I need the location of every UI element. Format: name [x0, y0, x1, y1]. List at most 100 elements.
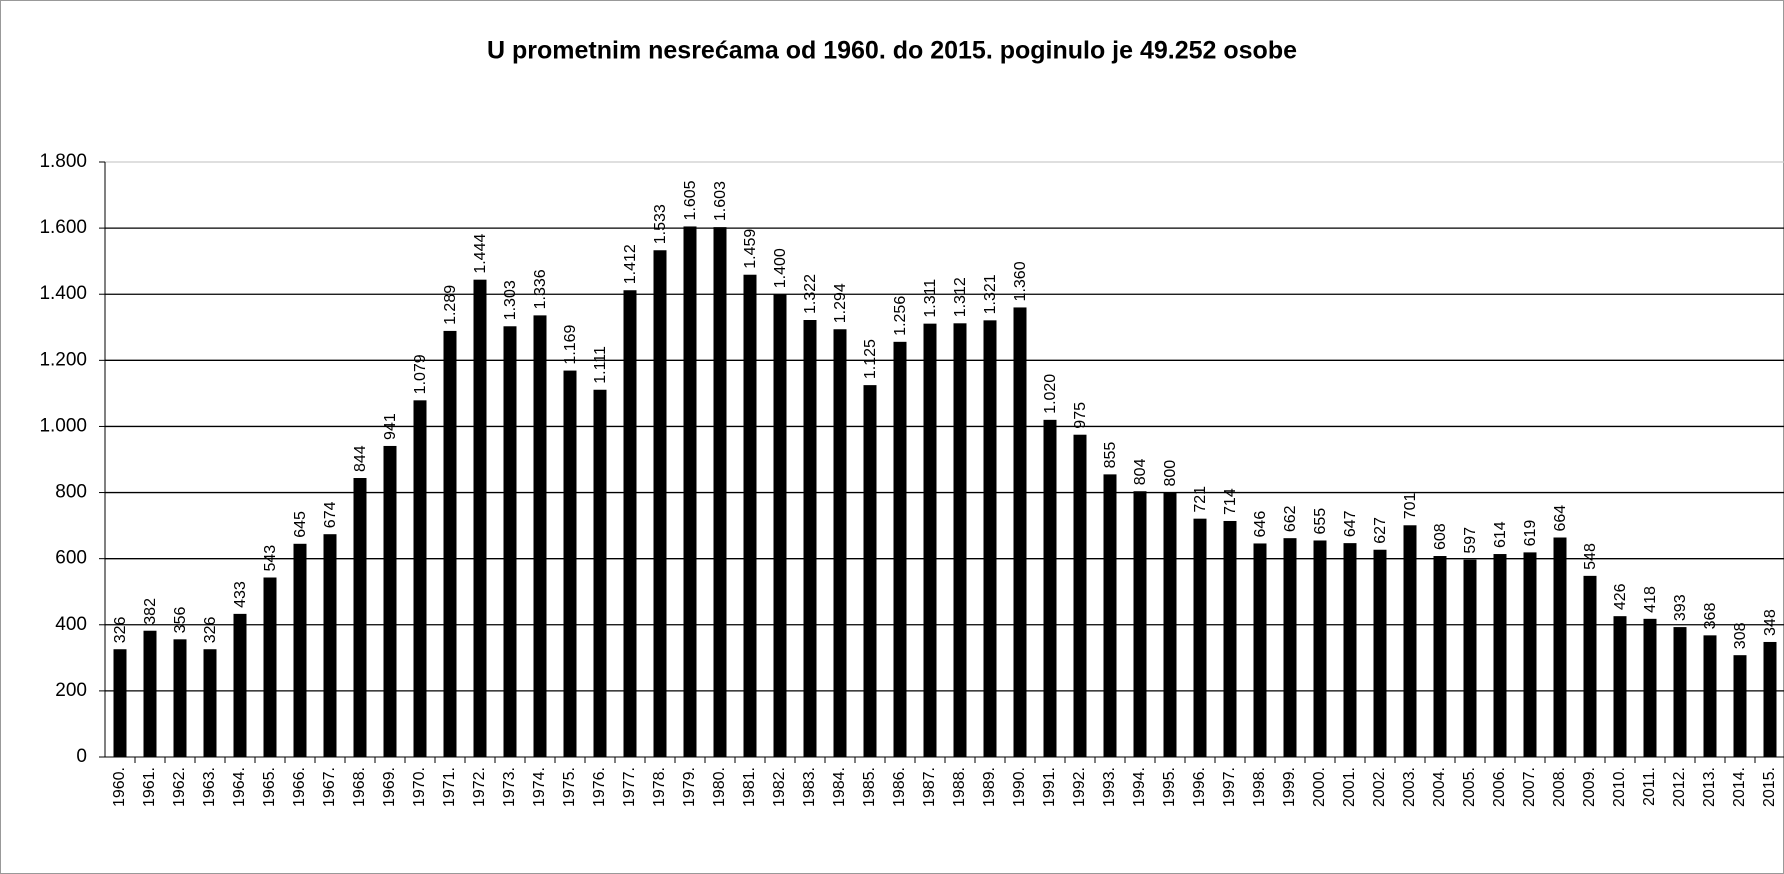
x-tick-label: 1979. — [681, 767, 698, 807]
bar — [863, 385, 877, 757]
chart-title: U prometnim nesrećama od 1960. do 2015. … — [487, 37, 1297, 65]
x-tick-label: 1996. — [1191, 767, 1208, 807]
value-label: 800 — [1162, 460, 1179, 487]
bar — [1433, 556, 1447, 757]
x-tick-label: 1994. — [1131, 767, 1148, 807]
bar — [1073, 434, 1087, 757]
bar — [1763, 641, 1777, 757]
value-label: 1.400 — [772, 248, 789, 288]
value-label: 1.111 — [592, 346, 609, 384]
value-label: 1.412 — [622, 244, 639, 284]
bar — [953, 323, 967, 757]
bar — [1553, 537, 1567, 757]
bar — [353, 478, 367, 757]
bar — [1223, 520, 1237, 757]
value-label: 597 — [1462, 527, 1479, 554]
bar — [1013, 307, 1027, 757]
value-label: 1.444 — [472, 234, 489, 274]
x-tick-label: 1990. — [1011, 767, 1028, 807]
x-tick-label: 1961. — [141, 767, 158, 807]
x-tick-label: 1982. — [771, 767, 788, 807]
bar — [293, 543, 307, 757]
x-tick-label: 1999. — [1281, 767, 1298, 807]
x-tick-label: 1975. — [561, 767, 578, 807]
x-tick-label: 2013. — [1701, 767, 1718, 807]
value-label: 645 — [292, 511, 309, 538]
bar — [473, 279, 487, 757]
value-label: 844 — [352, 445, 369, 472]
bar — [1103, 474, 1117, 757]
bar — [1373, 549, 1387, 757]
bar — [323, 534, 337, 757]
bar — [1613, 616, 1627, 757]
x-tick-label: 2006. — [1491, 767, 1508, 807]
bar — [443, 330, 457, 757]
bar — [383, 445, 397, 757]
value-label: 662 — [1282, 505, 1299, 532]
value-label: 356 — [172, 607, 189, 634]
value-label: 1.533 — [652, 204, 669, 244]
bar — [713, 227, 727, 757]
bar — [923, 323, 937, 757]
bar — [1733, 655, 1747, 757]
bar — [1463, 559, 1477, 757]
value-label: 1.311 — [922, 279, 939, 318]
x-tick-label: 2014. — [1731, 767, 1748, 807]
x-tick-label: 2001. — [1341, 767, 1358, 807]
x-tick-label: 1963. — [201, 767, 218, 807]
bar — [803, 320, 817, 757]
bar — [203, 649, 217, 757]
value-label: 348 — [1762, 609, 1779, 636]
x-tick-label: 2003. — [1401, 767, 1418, 807]
value-label: 1.125 — [862, 339, 879, 379]
x-tick-label: 1962. — [171, 767, 188, 807]
bar — [593, 389, 607, 757]
bar — [143, 630, 157, 757]
x-tick-label: 1974. — [531, 767, 548, 807]
x-tick-label: 1976. — [591, 767, 608, 807]
value-label: 382 — [142, 598, 159, 625]
x-tick-label: 1981. — [741, 767, 758, 807]
value-label: 1.605 — [682, 180, 699, 220]
value-label: 941 — [382, 413, 399, 440]
x-tick-label: 1980. — [711, 767, 728, 807]
x-tick-label: 1987. — [921, 767, 938, 807]
value-label: 393 — [1672, 594, 1689, 621]
x-tick-label: 2007. — [1521, 767, 1538, 807]
value-label: 1.289 — [442, 285, 459, 325]
value-label: 426 — [1612, 583, 1629, 610]
x-tick-label: 1977. — [621, 767, 638, 807]
x-tick-label: 1988. — [951, 767, 968, 807]
value-label: 1.020 — [1042, 374, 1059, 414]
bar — [1043, 419, 1057, 757]
x-tick-label: 1960. — [111, 767, 128, 807]
value-label: 326 — [112, 616, 129, 643]
x-tick-label: 2015. — [1761, 767, 1778, 807]
bar — [1163, 492, 1177, 757]
value-label: 975 — [1072, 402, 1089, 429]
x-tick-label: 1998. — [1251, 767, 1268, 807]
x-tick-label: 2002. — [1371, 767, 1388, 807]
bar — [683, 226, 697, 758]
x-tick-label: 1983. — [801, 767, 818, 807]
x-tick-label: 1967. — [321, 767, 338, 807]
y-tick-label: 1.000 — [39, 415, 87, 436]
x-tick-label: 1978. — [651, 767, 668, 807]
x-tick-label: 1997. — [1221, 767, 1238, 807]
bar — [743, 274, 757, 757]
value-label: 1.360 — [1012, 261, 1029, 301]
value-label: 1.169 — [562, 324, 579, 364]
value-label: 674 — [322, 501, 339, 528]
x-tick-label: 2004. — [1431, 767, 1448, 807]
value-label: 548 — [1582, 543, 1599, 570]
bar — [113, 649, 127, 757]
value-label: 655 — [1312, 508, 1329, 535]
value-label: 1.256 — [892, 296, 909, 336]
bar — [1583, 575, 1597, 757]
value-label: 614 — [1492, 521, 1509, 548]
x-tick-label: 1964. — [231, 767, 248, 807]
value-label: 855 — [1102, 442, 1119, 469]
x-tick-label: 1971. — [441, 767, 458, 807]
bar — [1703, 635, 1717, 757]
